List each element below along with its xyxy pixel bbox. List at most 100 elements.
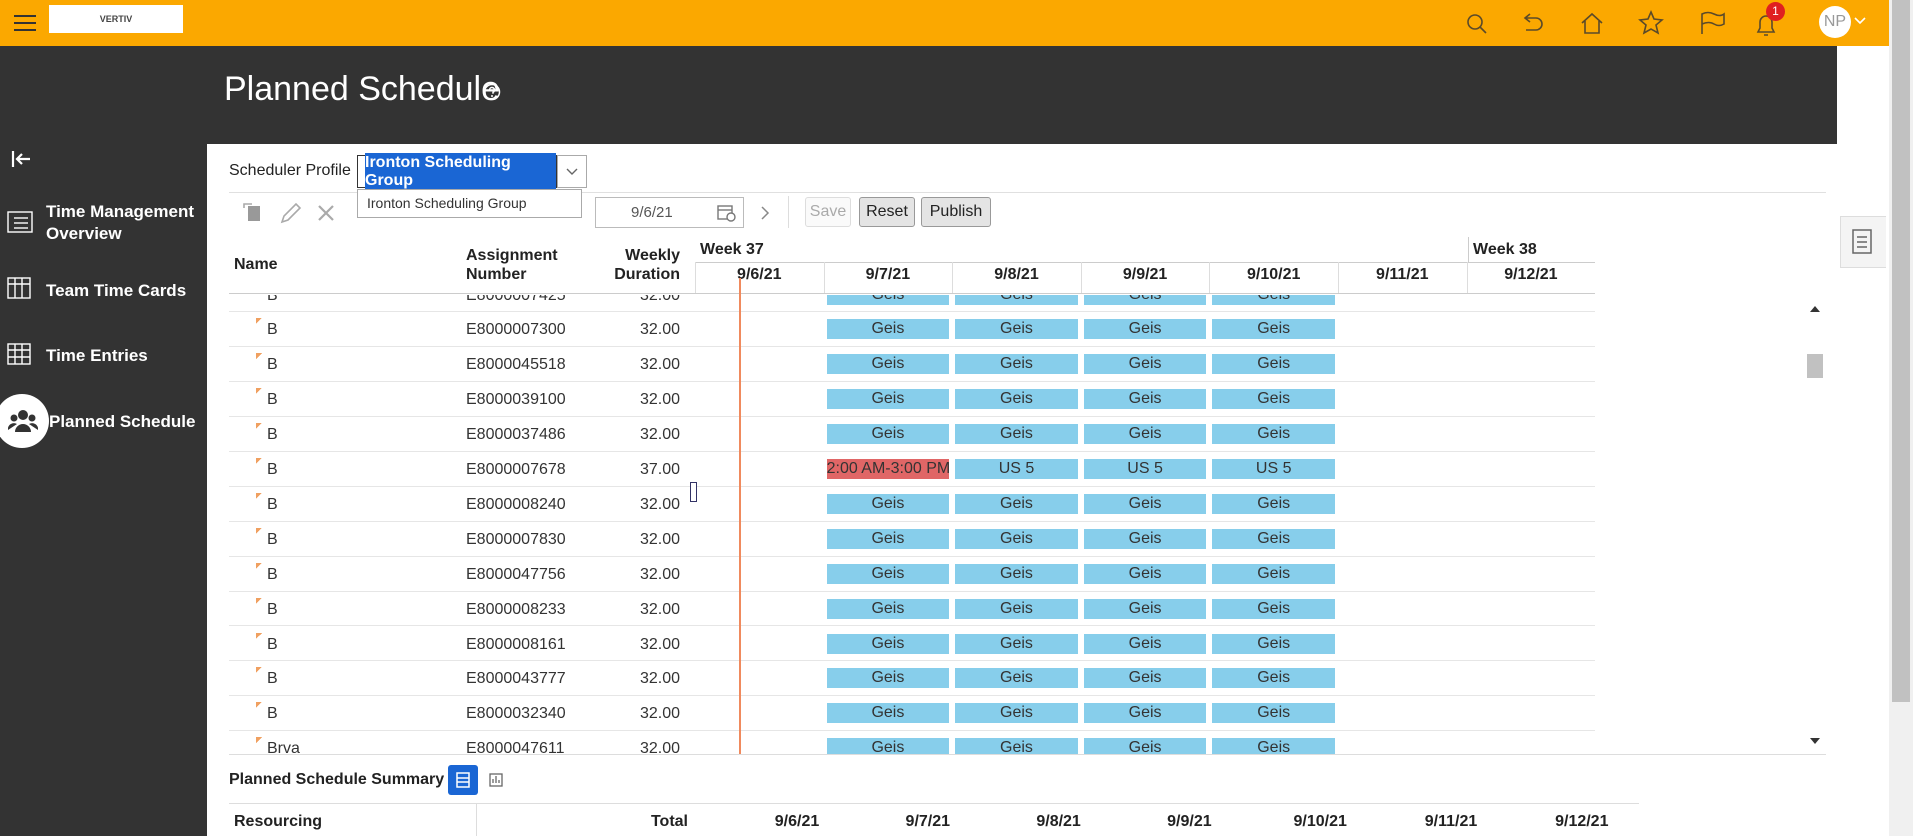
- next-button[interactable]: [757, 203, 773, 223]
- shift[interactable]: Geis: [826, 668, 950, 689]
- shift[interactable]: Geis: [1083, 668, 1207, 689]
- shift[interactable]: Geis: [1083, 703, 1207, 724]
- shift[interactable]: Geis: [1083, 528, 1207, 549]
- grid-row: B E8000043777 32.00 Geis Geis Geis Geis: [229, 661, 1595, 697]
- shift[interactable]: Geis: [826, 493, 950, 514]
- nav-item[interactable]: Time Management Overview: [46, 202, 195, 243]
- shift[interactable]: Geis: [1212, 295, 1335, 305]
- shift[interactable]: Geis: [955, 493, 1078, 514]
- shift[interactable]: Geis: [1083, 424, 1207, 445]
- shift[interactable]: Geis: [1083, 633, 1207, 654]
- flag-icon[interactable]: [1701, 11, 1725, 35]
- shift[interactable]: Geis: [1083, 319, 1207, 340]
- shift[interactable]: Geis: [1083, 389, 1207, 410]
- weekly-duration: 32.00: [639, 321, 680, 339]
- shift[interactable]: Geis: [826, 528, 950, 549]
- shift[interactable]: Geis: [826, 703, 950, 724]
- shift[interactable]: Geis: [1083, 493, 1207, 514]
- shift[interactable]: Geis: [826, 738, 950, 754]
- overview-icon: [7, 211, 33, 233]
- summary-date: 9/11/21: [1424, 813, 1478, 830]
- shift[interactable]: Geis: [1212, 389, 1335, 410]
- shift[interactable]: Geis: [1212, 354, 1335, 375]
- shift[interactable]: Geis: [1212, 493, 1335, 514]
- nav-item[interactable]: Time Entries: [46, 346, 148, 365]
- shift[interactable]: Geis: [826, 424, 950, 445]
- shift[interactable]: Geis: [1212, 703, 1335, 724]
- time-entries-icon: [7, 343, 31, 365]
- table-view-button[interactable]: [448, 765, 478, 795]
- shift[interactable]: Geis: [955, 354, 1078, 375]
- shift[interactable]: Geis: [955, 668, 1078, 689]
- reset-button[interactable]: Reset: [859, 197, 915, 227]
- save-button[interactable]: Save: [805, 197, 851, 227]
- dropdown-option[interactable]: Ironton Scheduling Group: [357, 189, 582, 218]
- collapse-sidebar[interactable]: [10, 148, 32, 170]
- row-flag: [256, 353, 262, 360]
- shift[interactable]: Geis: [1083, 598, 1207, 619]
- shift[interactable]: Geis: [826, 389, 950, 410]
- chart-view-button[interactable]: [489, 773, 503, 787]
- shift[interactable]: Geis: [1083, 295, 1207, 305]
- shift[interactable]: Geis: [826, 319, 950, 340]
- shift[interactable]: Geis: [826, 598, 950, 619]
- copy-icon[interactable]: [243, 203, 260, 221]
- search-icon[interactable]: [1467, 14, 1487, 34]
- publish-button[interactable]: Publish: [921, 197, 991, 227]
- shift[interactable]: 2:00 AM-3:00 PM: [826, 459, 950, 479]
- nav-item[interactable]: Team Time Cards: [46, 281, 187, 300]
- shift[interactable]: Geis: [955, 738, 1078, 754]
- shift[interactable]: US 5: [1212, 459, 1335, 479]
- shift[interactable]: Geis: [1212, 563, 1335, 584]
- date-input[interactable]: 9/6/21: [595, 197, 744, 228]
- edit-icon[interactable]: [280, 202, 302, 224]
- delete-icon[interactable]: [318, 205, 334, 221]
- shift[interactable]: Geis: [1083, 563, 1207, 584]
- shift[interactable]: Geis: [955, 703, 1078, 724]
- shift[interactable]: Geis: [955, 633, 1078, 654]
- logo[interactable]: VERTIV: [49, 5, 183, 33]
- back-icon[interactable]: [1523, 13, 1543, 31]
- grid-scrollbar[interactable]: [1804, 298, 1826, 758]
- avatar-chevron[interactable]: [1853, 14, 1867, 28]
- shift[interactable]: Geis: [955, 528, 1078, 549]
- shift[interactable]: Geis: [1212, 668, 1335, 689]
- summary-total: Total: [650, 813, 688, 830]
- shift[interactable]: Geis: [826, 295, 950, 305]
- shift[interactable]: Geis: [955, 295, 1078, 305]
- help-icon[interactable]: [483, 83, 501, 101]
- home-icon[interactable]: [1581, 12, 1603, 34]
- grid-row: B E8000047756 32.00 Geis Geis Geis Geis: [229, 557, 1595, 592]
- favorite-icon[interactable]: [1638, 9, 1664, 35]
- header-icons: [1467, 9, 1776, 36]
- shift[interactable]: Geis: [1212, 633, 1335, 654]
- shift[interactable]: US 5: [1083, 459, 1207, 479]
- shift[interactable]: Geis: [1212, 738, 1335, 754]
- chevron: [566, 168, 578, 175]
- shift[interactable]: US 5: [955, 459, 1078, 479]
- calendar-icon[interactable]: [716, 203, 738, 223]
- shift[interactable]: Geis: [826, 563, 950, 584]
- shift[interactable]: Geis: [1083, 354, 1207, 375]
- shift[interactable]: Geis: [955, 389, 1078, 410]
- shift[interactable]: Geis: [955, 563, 1078, 584]
- shift[interactable]: Geis: [826, 354, 950, 375]
- page-scroll-thumb[interactable]: [1892, 0, 1910, 702]
- shift[interactable]: Geis: [955, 424, 1078, 445]
- shift[interactable]: Geis: [1212, 528, 1335, 549]
- shift[interactable]: Geis: [826, 633, 950, 654]
- shift[interactable]: Geis: [1083, 738, 1207, 754]
- profile-dropdown-button[interactable]: [557, 155, 587, 188]
- nav-item[interactable]: Planned Schedule: [49, 412, 196, 431]
- row-flag: [256, 318, 262, 325]
- profile-select[interactable]: Ironton Scheduling Group: [357, 152, 557, 191]
- shift[interactable]: Geis: [1212, 424, 1335, 445]
- avatar[interactable]: NP: [1819, 6, 1851, 38]
- splitter-handle[interactable]: [690, 482, 697, 502]
- shift[interactable]: Geis: [1212, 598, 1335, 619]
- shift[interactable]: Geis: [955, 598, 1078, 619]
- menu-button[interactable]: [12, 10, 38, 36]
- shift[interactable]: Geis: [955, 319, 1078, 340]
- shift[interactable]: Geis: [1212, 319, 1335, 340]
- employee-name: Brva: [267, 740, 300, 754]
